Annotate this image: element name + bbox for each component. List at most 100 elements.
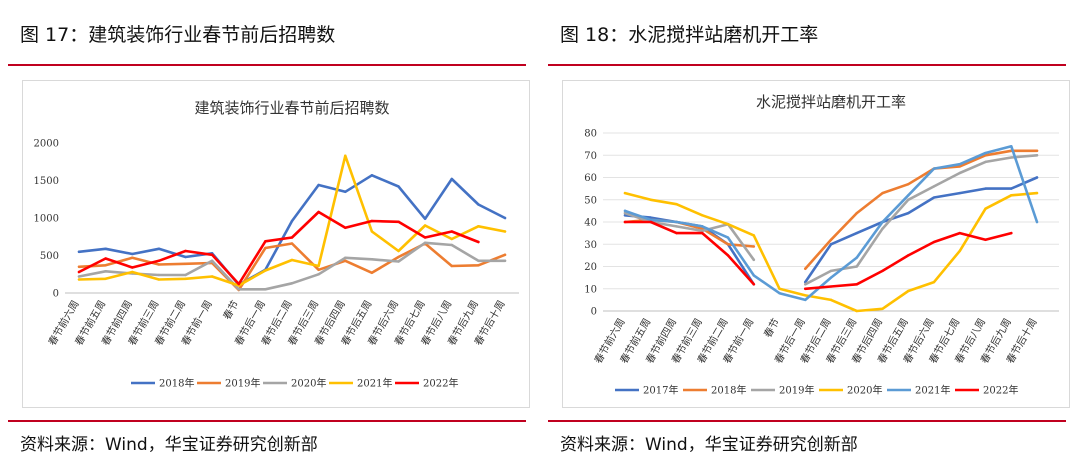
y-tick-label: 30 [584,240,597,251]
data-point [1035,149,1039,152]
legend-label: 2020年 [291,377,326,390]
x-tick-label: 春节 [762,317,782,340]
data-point [104,247,107,250]
data-point [855,211,858,215]
legend-label: 2018年 [159,377,194,390]
data-point [1010,187,1013,190]
data-point [623,209,627,213]
legend-label: 2022年 [423,377,458,390]
data-point [450,237,453,241]
data-point [131,270,134,274]
data-point [344,154,347,157]
legend-label: 2021年 [915,384,950,397]
data-point [157,278,161,281]
recruitment-line-chart: 建筑装饰行业春节前后招聘数0500100015002000春节前六周春节前五周春… [34,99,519,390]
data-point [370,258,374,261]
series-2020年 [623,191,1039,313]
series-line [623,176,1039,286]
data-point [157,263,161,266]
data-point [958,165,961,168]
legend-label: 2022年 [983,384,1018,397]
data-point [104,277,107,280]
data-point [397,185,400,188]
data-point [649,220,652,224]
data-point [1035,154,1039,157]
data-point [984,238,987,241]
data-point [290,236,294,239]
figure-18-title: 图 18：水泥搅拌站磨机开工率 [560,24,819,46]
data-point [623,211,627,215]
data-point [958,249,961,253]
series-line [623,191,1039,313]
chart-title: 建筑装饰行业春节前后招聘数 [194,99,389,117]
data-point [503,259,507,262]
data-point [370,219,374,223]
data-point [932,167,936,170]
bottom-divider [548,420,1066,422]
data-point [344,190,347,193]
legend-label: 2021年 [357,377,392,390]
legend-label: 2020年 [847,384,882,397]
series-2022年 [77,210,480,286]
data-point [752,274,755,277]
mixing-station-chart-frame: 水泥搅拌站磨机开工率 0 10 20 30 40 50 60 70 80 春节前六周 春节前五周 春节前… [562,80,1070,408]
data-point [370,271,374,274]
data-point [829,269,833,273]
data-point [450,264,453,268]
data-point [264,246,267,250]
data-point [397,220,400,223]
data-point [907,194,910,197]
data-point [752,234,755,237]
series-2019年 [623,154,1039,286]
data-point [317,273,320,276]
data-point [701,214,704,217]
y-tick-label: 20 [584,262,597,273]
y-tick-label: 80 [584,129,597,140]
data-point [450,243,453,247]
data-point [984,151,987,155]
figure-17-title: 图 17：建筑装饰行业春节前后招聘数 [20,24,336,46]
data-point [77,275,81,278]
data-point [907,198,910,201]
data-point [1035,220,1039,224]
y-tick-label: 70 [584,151,597,162]
data-point [855,309,858,313]
y-tick-label: 0 [591,307,597,318]
data-point [397,249,400,253]
data-point [932,185,936,188]
data-point [752,245,755,248]
y-tick-label: 500 [40,251,59,262]
y-tick-label: 1000 [34,214,59,225]
data-point [958,171,961,175]
data-point [210,253,214,256]
y-tick-label: 2000 [34,139,59,150]
data-point [829,243,833,246]
data-point [649,218,652,221]
left-figure-panel: 图 17：建筑装饰行业春节前后招聘数 建筑装饰行业春节前后招聘数 0 500 1000… [8,0,530,464]
recruitment-chart-frame: 建筑装饰行业春节前后招聘数 0 500 1000 1500 2000 春节前六周 春节前五周春… [22,80,530,408]
data-point [1035,191,1039,195]
data-point [77,265,81,268]
legend-label: 2017年 [643,384,678,397]
data-point [804,298,807,302]
series-2021年 [623,145,1039,302]
data-point [675,231,678,235]
data-point [726,254,730,257]
data-point [675,203,678,206]
data-point [157,259,161,262]
series-line [623,154,1039,286]
data-point [397,260,400,263]
chart-title: 水泥搅拌站磨机开工率 [756,93,906,111]
data-point [932,240,936,244]
series-2018年 [77,174,507,287]
y-tick-label: 10 [584,284,597,295]
data-point [804,267,807,270]
data-point [855,265,858,268]
data-point [503,253,507,256]
data-point [131,256,134,259]
data-point [907,254,910,257]
mixing-station-line-chart: 水泥搅拌站磨机开工率01020304050607080春节前六周春节前五周春节前… [584,93,1059,397]
data-point [649,216,652,219]
x-tick-label: 春节 [221,299,241,322]
data-point [131,266,134,269]
